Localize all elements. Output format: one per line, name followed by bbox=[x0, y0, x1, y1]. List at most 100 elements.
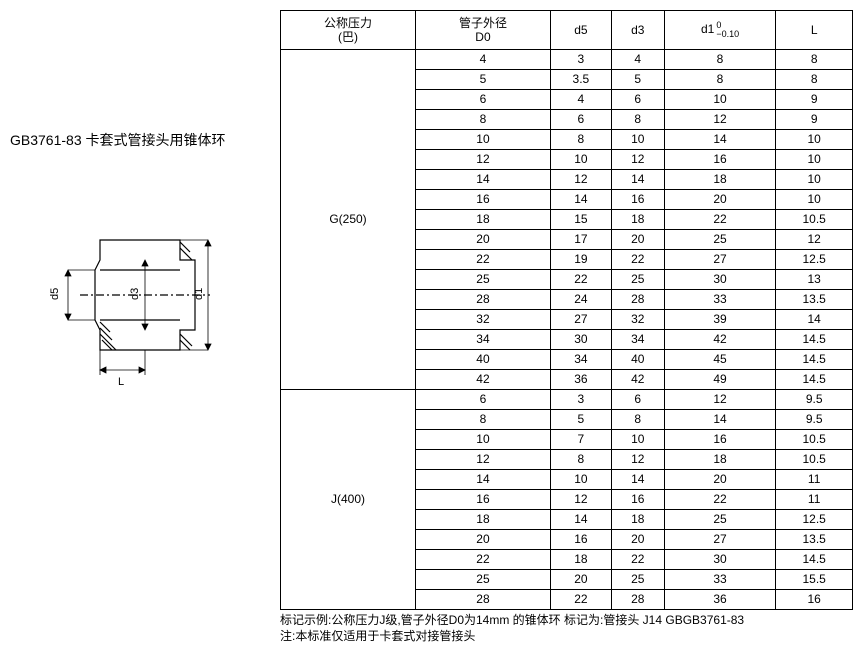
table-cell: 12 bbox=[415, 450, 550, 470]
table-cell: 28 bbox=[415, 290, 550, 310]
table-cell: 10 bbox=[776, 130, 853, 150]
table-cell: 9.5 bbox=[776, 410, 853, 430]
table-cell: 11 bbox=[776, 470, 853, 490]
table-cell: 8 bbox=[611, 110, 664, 130]
table-cell: 14 bbox=[550, 510, 611, 530]
table-cell: 28 bbox=[611, 590, 664, 610]
table-cell: 9 bbox=[776, 110, 853, 130]
table-cell: 20 bbox=[611, 530, 664, 550]
table-cell: 42 bbox=[611, 370, 664, 390]
table-cell: 3 bbox=[550, 390, 611, 410]
table-cell: 7 bbox=[550, 430, 611, 450]
table-cell: 18 bbox=[611, 210, 664, 230]
table-cell: 13.5 bbox=[776, 530, 853, 550]
table-cell: 16 bbox=[550, 530, 611, 550]
table-cell: 12 bbox=[664, 110, 776, 130]
table-cell: 8 bbox=[776, 50, 853, 70]
table-cell: 10.5 bbox=[776, 210, 853, 230]
table-cell: 40 bbox=[415, 350, 550, 370]
table-cell: 25 bbox=[664, 510, 776, 530]
table-cell: 42 bbox=[664, 330, 776, 350]
table-cell: 16 bbox=[776, 590, 853, 610]
col-pressure: 公称压力 (巴) bbox=[281, 11, 416, 50]
table-cell: 27 bbox=[664, 250, 776, 270]
col-d1: d10−0.10 bbox=[664, 11, 776, 50]
table-cell: 32 bbox=[415, 310, 550, 330]
table-cell: 30 bbox=[664, 270, 776, 290]
table-cell: 12 bbox=[550, 490, 611, 510]
footnote-line1: 标记示例:公称压力J级,管子外径D0为14mm 的锥体环 标记为:管接头 J14… bbox=[280, 612, 853, 628]
table-cell: 5 bbox=[611, 70, 664, 90]
table-cell: 12.5 bbox=[776, 250, 853, 270]
table-cell: 10 bbox=[664, 90, 776, 110]
table-cell: 4 bbox=[415, 50, 550, 70]
table-row: G(250)43488 bbox=[281, 50, 853, 70]
table-cell: 16 bbox=[415, 190, 550, 210]
table-cell: 20 bbox=[415, 230, 550, 250]
table-cell: 22 bbox=[664, 210, 776, 230]
table-cell: 22 bbox=[550, 270, 611, 290]
table-cell: 25 bbox=[415, 570, 550, 590]
table-cell: 10 bbox=[611, 130, 664, 150]
table-cell: 8 bbox=[664, 70, 776, 90]
table-cell: 25 bbox=[664, 230, 776, 250]
table-cell: 6 bbox=[415, 90, 550, 110]
table-cell: 8 bbox=[664, 50, 776, 70]
table-cell: 34 bbox=[415, 330, 550, 350]
table-cell: 36 bbox=[550, 370, 611, 390]
table-cell: 40 bbox=[611, 350, 664, 370]
table-cell: 10.5 bbox=[776, 430, 853, 450]
table-cell: 27 bbox=[664, 530, 776, 550]
table-cell: 14 bbox=[664, 130, 776, 150]
table-cell: 34 bbox=[611, 330, 664, 350]
table-cell: 17 bbox=[550, 230, 611, 250]
table-cell: 16 bbox=[415, 490, 550, 510]
table-cell: 12 bbox=[415, 150, 550, 170]
table-cell: 22 bbox=[415, 550, 550, 570]
table-cell: 30 bbox=[664, 550, 776, 570]
table-cell: 25 bbox=[611, 270, 664, 290]
table-cell: 20 bbox=[611, 230, 664, 250]
table-cell: 5 bbox=[415, 70, 550, 90]
table-cell: 22 bbox=[664, 490, 776, 510]
table-cell: 4 bbox=[550, 90, 611, 110]
dim-d1-label: d1 bbox=[193, 288, 205, 300]
table-cell: 20 bbox=[415, 530, 550, 550]
table-cell: 14.5 bbox=[776, 550, 853, 570]
table-cell: 33 bbox=[664, 290, 776, 310]
table-cell: 6 bbox=[611, 90, 664, 110]
table-cell: 49 bbox=[664, 370, 776, 390]
table-cell: 14.5 bbox=[776, 330, 853, 350]
table-cell: 3.5 bbox=[550, 70, 611, 90]
table-cell: 10 bbox=[776, 190, 853, 210]
table-cell: 28 bbox=[611, 290, 664, 310]
table-cell: 45 bbox=[664, 350, 776, 370]
table-cell: 25 bbox=[611, 570, 664, 590]
table-cell: 22 bbox=[550, 590, 611, 610]
table-cell: 14.5 bbox=[776, 350, 853, 370]
dimension-table: 公称压力 (巴) 管子外径 D0 d5 d3 d10−0.10 L G(250)… bbox=[280, 10, 853, 610]
table-cell: 8 bbox=[611, 410, 664, 430]
table-cell: 22 bbox=[611, 550, 664, 570]
table-cell: 16 bbox=[611, 190, 664, 210]
table-cell: 14 bbox=[415, 470, 550, 490]
table-cell: 20 bbox=[664, 190, 776, 210]
col-d5: d5 bbox=[550, 11, 611, 50]
table-cell: 15 bbox=[550, 210, 611, 230]
table-cell: 16 bbox=[664, 430, 776, 450]
table-cell: 27 bbox=[550, 310, 611, 330]
table-cell: 14 bbox=[776, 310, 853, 330]
table-cell: 6 bbox=[550, 110, 611, 130]
group-label: G(250) bbox=[281, 50, 416, 390]
table-cell: 14 bbox=[664, 410, 776, 430]
table-cell: 12 bbox=[664, 390, 776, 410]
table-cell: 10 bbox=[776, 150, 853, 170]
table-cell: 39 bbox=[664, 310, 776, 330]
table-cell: 30 bbox=[550, 330, 611, 350]
col-L: L bbox=[776, 11, 853, 50]
group-label: J(400) bbox=[281, 390, 416, 610]
table-cell: 12 bbox=[776, 230, 853, 250]
table-cell: 11 bbox=[776, 490, 853, 510]
table-cell: 42 bbox=[415, 370, 550, 390]
table-cell: 32 bbox=[611, 310, 664, 330]
